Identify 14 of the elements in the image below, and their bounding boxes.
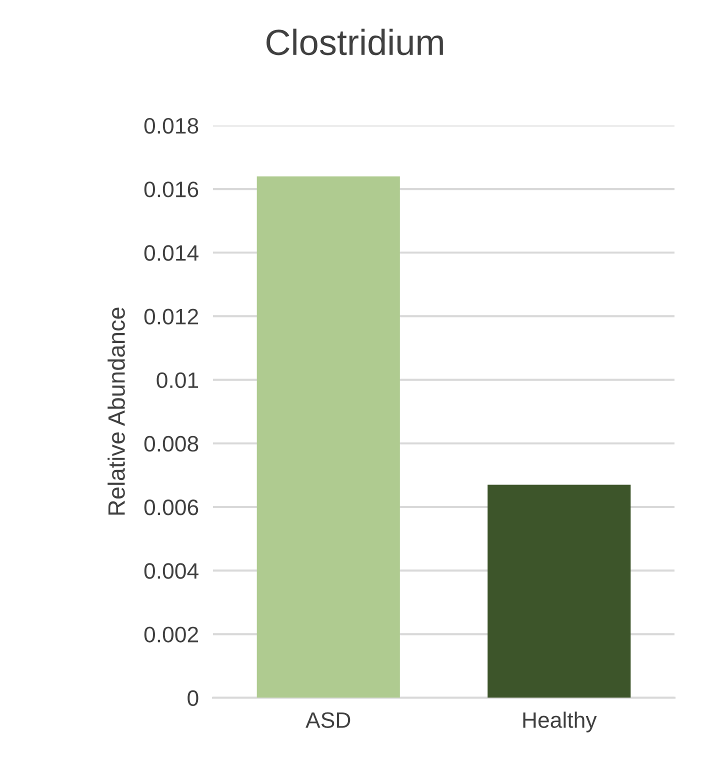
y-tick-label: 0.016 [144, 182, 198, 198]
y-tick-label: 0.012 [144, 308, 198, 324]
y-tick-label: 0.006 [144, 500, 198, 516]
y-axis-title: Relative Abundance [108, 308, 125, 515]
y-tick-label: 0.008 [144, 436, 198, 452]
y-tick-label: 0.014 [144, 245, 198, 261]
y-tick-label: 0 [188, 690, 198, 706]
y-tick-label: 0.018 [144, 118, 198, 134]
x-tick-label: ASD [306, 712, 350, 728]
y-tick-label: 0.002 [144, 626, 198, 642]
y-tick-label: 0.004 [144, 563, 198, 579]
chart-title: Clostridium [266, 28, 443, 56]
y-tick-label: 0.01 [156, 372, 198, 388]
x-tick-label: Healthy [523, 712, 597, 732]
